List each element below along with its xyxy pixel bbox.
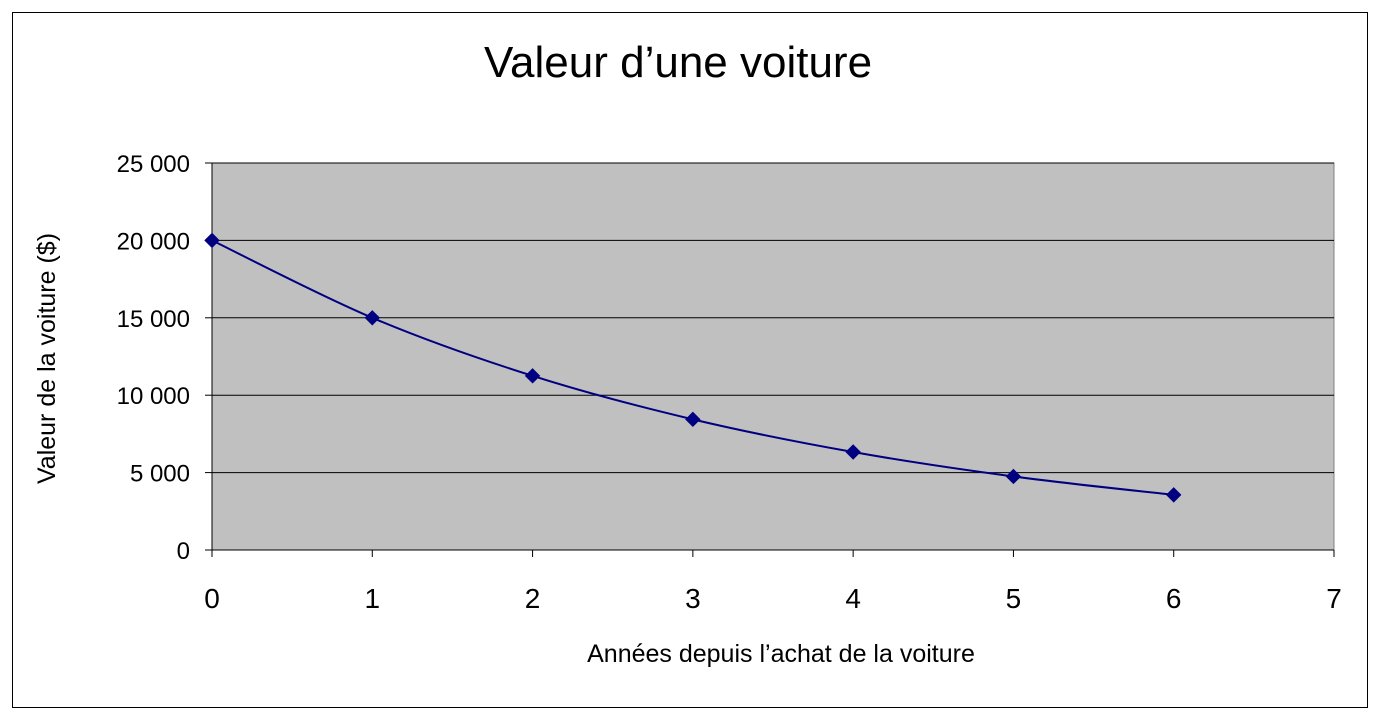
y-tick-labels: 0 5 000 10 000 15 000 20 000 25 000 [117,151,190,565]
y-tick-label: 5 000 [130,461,190,488]
chart-title: Valeur d’une voiture [484,38,872,87]
data-point-marker [845,444,861,460]
y-tick-label: 15 000 [117,306,190,333]
series [204,232,1182,503]
data-point-marker [524,368,541,384]
x-axis-title: Années depuis l’achat de la voiture [587,640,975,668]
axes [205,162,1335,557]
x-tick-labels: 0 1 2 3 4 5 6 7 [204,583,1342,614]
data-point-marker [1166,487,1182,503]
y-tick-label: 25 000 [117,151,190,178]
x-tick-label: 1 [364,583,380,614]
x-tick-label: 5 [1006,583,1022,614]
x-tick-label: 7 [1326,583,1342,614]
x-tick-label: 3 [685,583,701,614]
data-point-marker [364,310,380,326]
data-point-marker [204,232,220,249]
gridlines [212,162,1334,474]
x-tick-label: 6 [1166,583,1182,614]
x-tick-label: 4 [845,583,861,614]
data-point-marker [1005,468,1022,485]
y-tick-label: 0 [177,538,190,565]
plot-area [211,162,1335,551]
x-tick-label: 2 [525,583,541,614]
data-point-marker [685,411,701,428]
y-tick-label: 10 000 [117,383,190,410]
x-tick-label: 0 [204,583,220,614]
y-axis-title: Valeur de la voiture ($) [33,233,61,484]
y-tick-label: 20 000 [117,228,190,255]
